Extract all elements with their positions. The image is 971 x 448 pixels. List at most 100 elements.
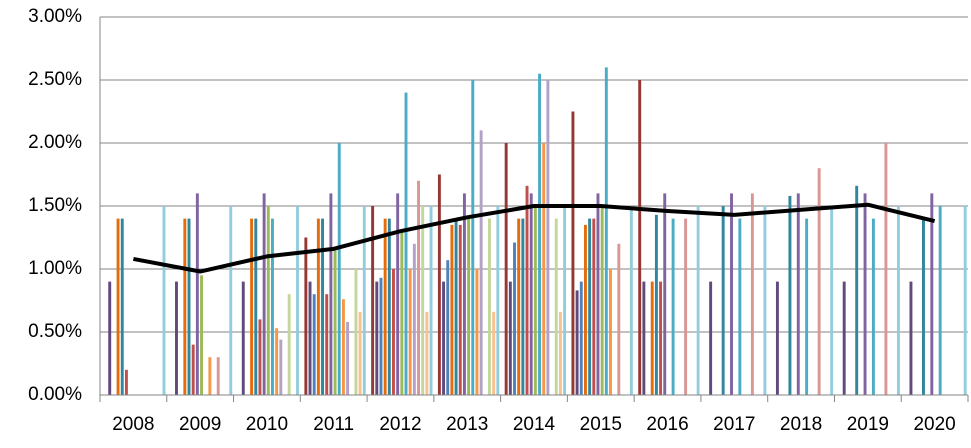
bar <box>796 193 800 395</box>
bar <box>195 193 199 395</box>
bar <box>279 339 283 395</box>
bar <box>333 250 337 395</box>
bar <box>922 218 925 395</box>
bar <box>216 357 220 395</box>
bar <box>730 193 733 395</box>
bar <box>396 193 400 395</box>
bar <box>721 206 725 395</box>
bar <box>663 193 667 395</box>
y-tick-label: 0.00% <box>28 384 82 405</box>
x-tick-label: 2018 <box>780 414 822 435</box>
bar <box>571 111 575 395</box>
bar <box>241 281 245 395</box>
bar <box>763 206 767 395</box>
bar <box>542 143 546 395</box>
y-tick-label: 2.50% <box>28 69 82 90</box>
bar <box>308 281 312 395</box>
bar <box>383 218 387 395</box>
bar <box>371 206 375 395</box>
bar <box>187 218 191 395</box>
bar <box>429 206 433 395</box>
bar <box>442 281 446 395</box>
bar <box>588 218 592 395</box>
x-tick-label: 2015 <box>580 414 622 435</box>
bar <box>575 290 579 395</box>
bar <box>750 193 754 395</box>
x-tick-label: 2011 <box>313 414 354 435</box>
bar <box>604 67 608 396</box>
x-tick-label: 2010 <box>246 414 288 435</box>
bar <box>446 260 450 395</box>
bar <box>930 193 934 395</box>
bar <box>884 143 888 395</box>
bar <box>208 357 212 395</box>
bar <box>738 218 742 395</box>
bar <box>659 281 663 395</box>
bar <box>538 73 542 395</box>
bar <box>684 218 688 395</box>
bar <box>375 281 379 395</box>
bar <box>563 206 567 395</box>
bar <box>275 328 279 395</box>
bar <box>830 206 834 395</box>
bar <box>600 206 604 395</box>
bar <box>329 193 333 395</box>
bar <box>709 281 713 395</box>
bar <box>250 218 254 395</box>
x-tick-label: 2019 <box>847 414 889 435</box>
x-tick-label: 2020 <box>913 414 955 435</box>
y-tick-label: 1.00% <box>28 258 82 279</box>
bar <box>617 243 621 395</box>
bar <box>533 206 537 395</box>
bar <box>287 294 291 395</box>
bar <box>642 281 646 395</box>
y-tick-label: 2.00% <box>28 132 82 153</box>
bar <box>271 218 274 395</box>
bar <box>479 130 483 395</box>
bar <box>404 92 408 395</box>
bar <box>817 168 821 395</box>
bar <box>124 369 128 395</box>
bar <box>191 344 195 395</box>
bar <box>458 224 462 395</box>
bar <box>558 311 562 395</box>
bar <box>496 206 500 395</box>
bar <box>362 206 366 395</box>
bar <box>592 218 596 395</box>
x-tick-label: 2009 <box>179 414 221 435</box>
bar <box>316 218 320 395</box>
bar <box>354 269 358 395</box>
bar <box>788 195 792 395</box>
bar <box>696 206 700 395</box>
bar <box>400 231 404 395</box>
bar <box>629 206 633 395</box>
bar <box>508 281 512 395</box>
bar <box>408 269 412 395</box>
bar <box>671 218 675 395</box>
bar <box>387 218 391 395</box>
bar <box>425 311 429 395</box>
bar <box>467 218 471 395</box>
bar <box>863 193 867 395</box>
bar <box>775 281 779 395</box>
bar <box>654 214 658 395</box>
bar <box>938 206 942 395</box>
x-tick-label: 2013 <box>446 414 488 435</box>
x-tick-label: 2014 <box>513 414 556 435</box>
bar <box>492 311 496 395</box>
bar <box>321 218 325 395</box>
bar <box>462 193 466 395</box>
bar <box>183 218 187 395</box>
y-tick-label: 3.00% <box>28 6 82 27</box>
bar <box>471 80 475 395</box>
bar <box>358 311 362 395</box>
bar <box>963 206 967 395</box>
bar <box>579 281 583 395</box>
bar <box>254 218 258 395</box>
bar <box>513 242 516 395</box>
bar <box>312 294 316 395</box>
bar <box>896 206 900 395</box>
bar <box>392 269 395 395</box>
bar <box>417 180 420 395</box>
